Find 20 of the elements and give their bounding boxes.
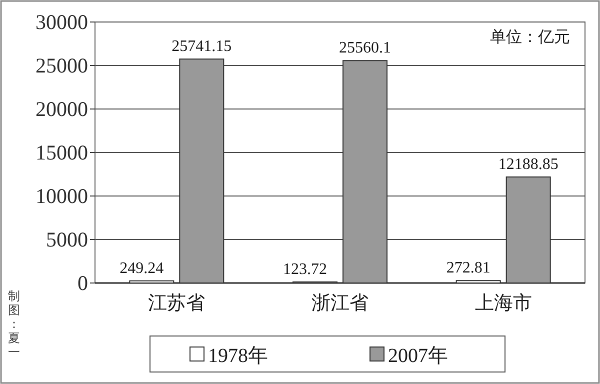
legend-label: 1978年 <box>208 345 268 367</box>
x-tick-label: 上海市 <box>474 292 532 314</box>
y-tick-label: 25000 <box>36 54 88 78</box>
data-label: 12188.85 <box>498 156 558 173</box>
y-tick-label: 30000 <box>36 10 88 34</box>
data-label: 25741.15 <box>172 38 232 56</box>
data-label: 25560.1 <box>339 40 391 57</box>
data-label: 249.24 <box>120 260 164 277</box>
y-tick-label: 0 <box>78 271 88 295</box>
legend-label: 2007年 <box>388 345 448 367</box>
x-tick-label: 浙江省 <box>312 293 368 314</box>
y-tick-label: 5000 <box>46 228 88 252</box>
y-tick-label: 20000 <box>36 97 88 121</box>
x-tick-label: 江苏省 <box>148 293 206 314</box>
y-tick-label: 15000 <box>36 140 88 164</box>
text: 制图：夏一 <box>8 289 20 359</box>
data-label: 272.81 <box>446 260 490 277</box>
data-label: 123.72 <box>283 260 327 278</box>
y-tick-label: 10000 <box>36 184 88 208</box>
annotation: 单位：亿元 <box>490 28 570 46</box>
